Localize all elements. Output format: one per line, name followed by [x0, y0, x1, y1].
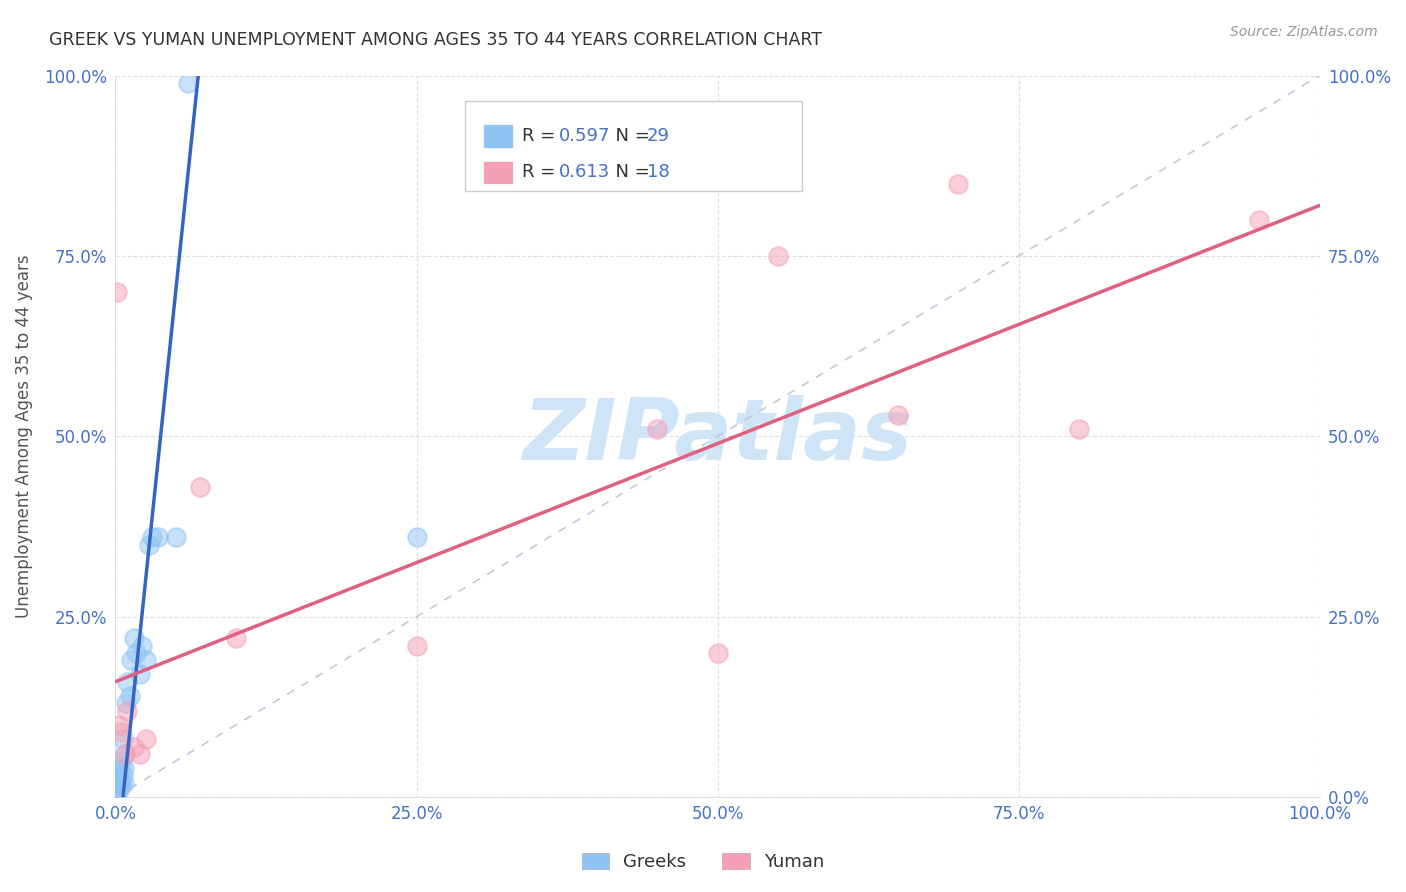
Text: 18: 18	[647, 163, 669, 181]
Point	[706, 646, 728, 660]
Point	[165, 530, 187, 544]
Point	[108, 718, 131, 732]
Point	[128, 667, 150, 681]
Point	[118, 689, 141, 703]
Point	[110, 775, 132, 789]
Point	[117, 704, 139, 718]
FancyBboxPatch shape	[482, 161, 513, 185]
Point	[1067, 422, 1090, 436]
Point	[120, 653, 142, 667]
Point	[105, 783, 128, 797]
Point	[141, 530, 163, 544]
Point	[110, 775, 132, 789]
Point	[188, 480, 211, 494]
Point	[405, 530, 427, 544]
Y-axis label: Unemployment Among Ages 35 to 44 years: Unemployment Among Ages 35 to 44 years	[15, 254, 32, 618]
Text: Source: ZipAtlas.com: Source: ZipAtlas.com	[1230, 25, 1378, 39]
Point	[110, 725, 132, 739]
Text: 29: 29	[647, 127, 669, 145]
Point	[176, 76, 198, 90]
Point	[405, 639, 427, 653]
Point	[115, 696, 138, 710]
Point	[112, 775, 135, 789]
Legend: Greeks, Yuman: Greeks, Yuman	[575, 846, 831, 879]
Point	[766, 249, 789, 263]
Point	[125, 646, 148, 660]
Point	[111, 768, 134, 782]
Point	[107, 775, 129, 789]
Text: 0.613: 0.613	[558, 163, 610, 181]
Point	[108, 768, 131, 782]
FancyBboxPatch shape	[464, 101, 801, 191]
Point	[135, 653, 157, 667]
Point	[122, 632, 145, 646]
Point	[122, 739, 145, 754]
Text: R =: R =	[523, 163, 561, 181]
Text: ZIPatlas: ZIPatlas	[523, 395, 912, 478]
Point	[128, 747, 150, 761]
Point	[131, 639, 153, 653]
Point	[138, 538, 160, 552]
Point	[146, 530, 169, 544]
Point	[110, 754, 132, 768]
Point	[105, 285, 128, 299]
Text: N =: N =	[605, 127, 655, 145]
Point	[114, 747, 136, 761]
Point	[108, 783, 131, 797]
Point	[112, 761, 135, 775]
Point	[117, 674, 139, 689]
Text: GREEK VS YUMAN UNEMPLOYMENT AMONG AGES 35 TO 44 YEARS CORRELATION CHART: GREEK VS YUMAN UNEMPLOYMENT AMONG AGES 3…	[49, 31, 823, 49]
Point	[1249, 212, 1271, 227]
Point	[135, 732, 157, 747]
Point	[110, 761, 132, 775]
Text: 0.597: 0.597	[558, 127, 610, 145]
Point	[114, 747, 136, 761]
Point	[948, 177, 970, 191]
FancyBboxPatch shape	[482, 124, 513, 148]
Point	[647, 422, 669, 436]
Text: N =: N =	[605, 163, 655, 181]
Point	[225, 632, 247, 646]
Point	[111, 732, 134, 747]
Point	[107, 783, 129, 797]
Text: R =: R =	[523, 127, 561, 145]
Point	[887, 408, 910, 422]
